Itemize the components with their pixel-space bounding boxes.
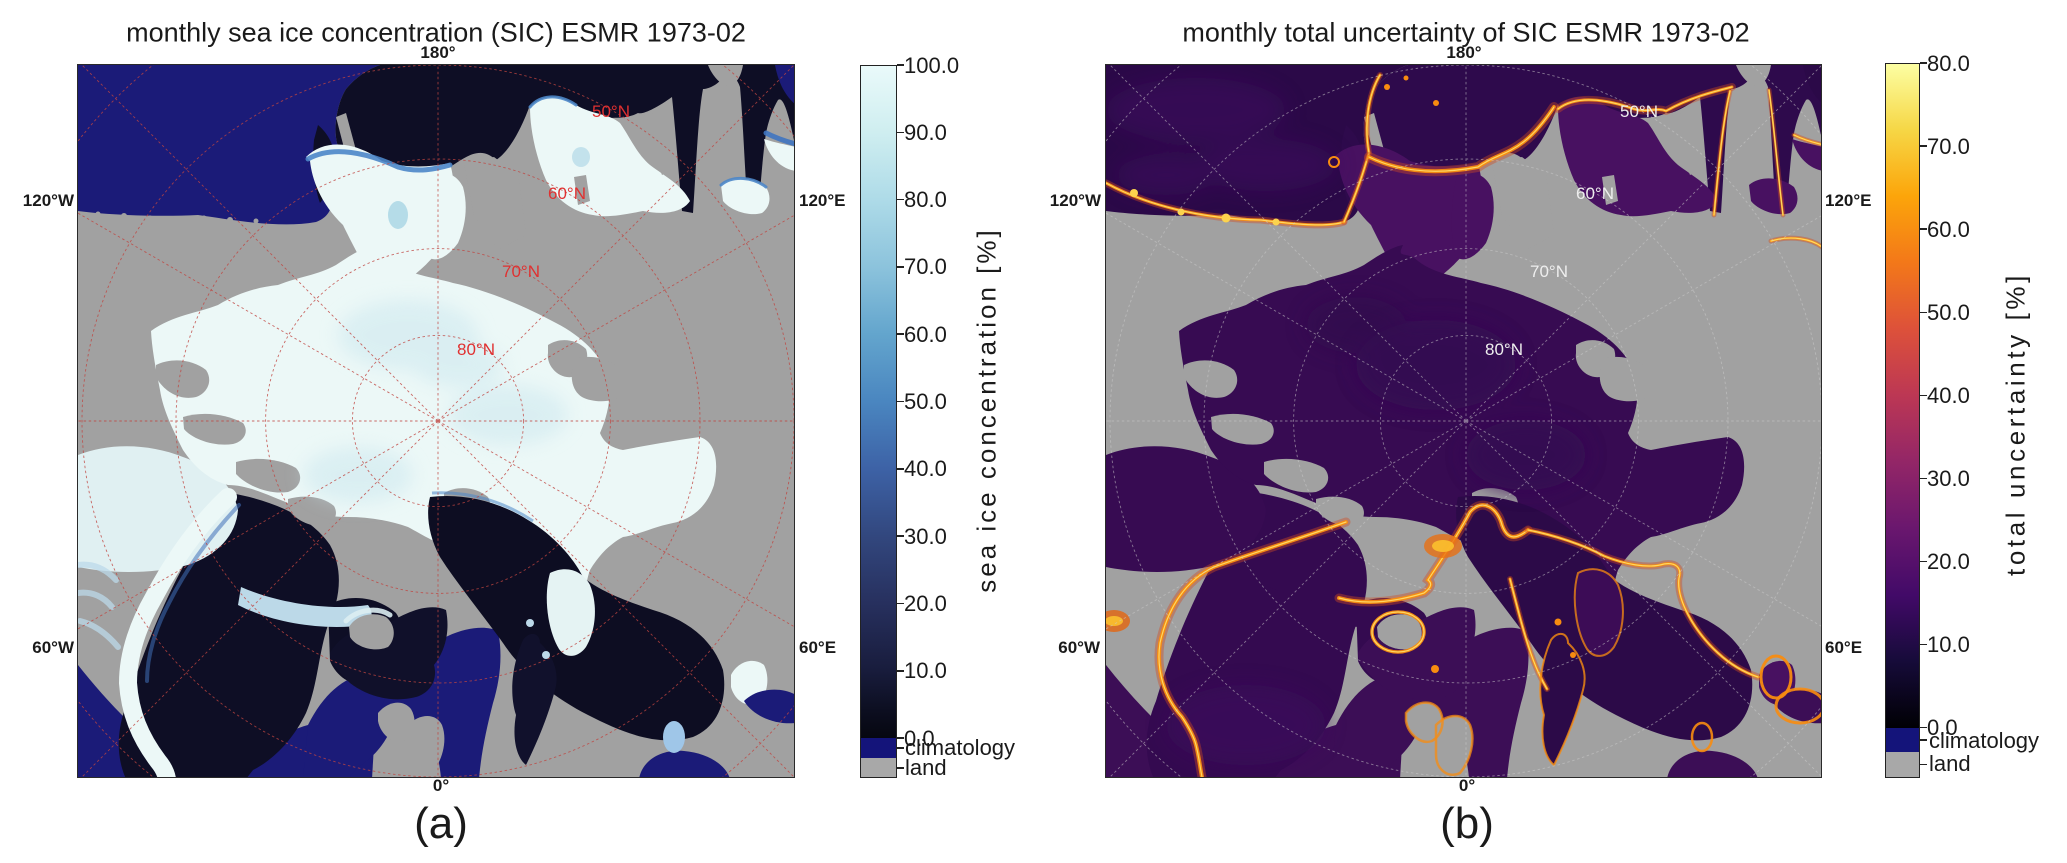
svg-text:80°N: 80°N xyxy=(1485,340,1523,359)
svg-text:60°N: 60°N xyxy=(548,184,586,203)
svg-text:50°N: 50°N xyxy=(1620,102,1658,121)
svg-text:60°N: 60°N xyxy=(1576,184,1614,203)
svg-text:70°N: 70°N xyxy=(1530,262,1568,281)
svg-text:80°N: 80°N xyxy=(457,340,495,359)
svg-text:70°N: 70°N xyxy=(502,262,540,281)
svg-text:50°N: 50°N xyxy=(592,102,630,121)
